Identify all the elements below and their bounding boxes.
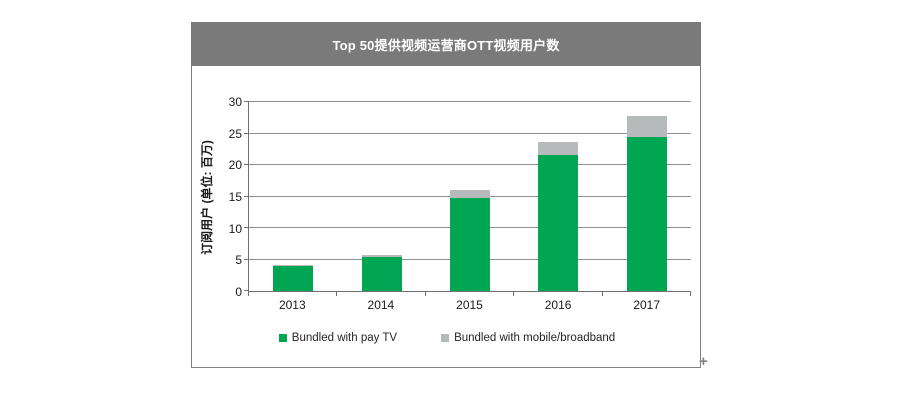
bar-segment (538, 142, 579, 155)
y-axis-tick (244, 101, 249, 102)
legend-label: Bundled with mobile/broadband (454, 332, 616, 344)
x-axis-tick (336, 291, 338, 296)
gridline (249, 132, 691, 134)
legend-label: Bundled with pay TV (291, 332, 398, 344)
y-axis-tick (244, 132, 249, 134)
legend-swatch (441, 334, 450, 342)
chart-title: Top 50提供视频运营商OTT视频用户数 (332, 37, 560, 53)
x-tick-label: 2017 (633, 298, 661, 312)
x-axis-tick (601, 291, 603, 296)
x-tick-label: 2014 (367, 298, 395, 312)
x-axis-tick (424, 291, 426, 296)
y-axis-tick (244, 164, 249, 165)
y-axis-tick (244, 290, 249, 291)
bar-segment (450, 189, 490, 198)
y-tick-label: 5 (235, 253, 242, 268)
bar-segment (361, 255, 402, 257)
y-tick-label: 25 (228, 126, 242, 141)
x-axis-tick (690, 291, 691, 296)
y-tick-label: 15 (228, 190, 242, 204)
y-axis-tick (244, 195, 249, 197)
chart-container: Top 50提供视频运营商OTT视频用户数 订阅用户 (单位: 百万) 0 5 10… (191, 22, 701, 368)
bar-segment (450, 197, 490, 291)
y-axis-tick-labels: 0 5 10 15 20 25 30 (192, 96, 242, 298)
y-axis-tick (244, 227, 249, 228)
chart-body: 订阅用户 (单位: 百万) 0 5 10 15 20 25 30 2013 2014 2015 2… (191, 66, 701, 368)
y-tick-label: 20 (228, 158, 242, 173)
x-axis-tick (513, 291, 515, 296)
bar-segment (361, 256, 402, 291)
y-tick-label: 30 (228, 95, 242, 109)
chart-title-bar: Top 50提供视频运营商OTT视频用户数 (191, 22, 701, 66)
x-tick-label: 2016 (544, 298, 572, 312)
bar-segment (273, 265, 314, 266)
plot-area (244, 101, 691, 296)
x-axis-tick-labels: 2013 2014 2015 2016 2017 (248, 298, 691, 314)
gridline (249, 164, 691, 165)
bar-segment (273, 265, 314, 291)
bar-segment (538, 154, 579, 291)
x-axis-tick (248, 291, 249, 296)
legend-swatch (278, 334, 287, 342)
legend-item: Bundled with mobile/broadband (441, 332, 615, 344)
y-tick-label: 0 (235, 285, 242, 299)
y-tick-label: 10 (228, 221, 242, 236)
x-tick-label: 2015 (456, 298, 483, 312)
crosshair-cursor: + (699, 353, 708, 370)
legend: Bundled with pay TV Bundled with mobile/b… (192, 332, 702, 344)
bar-segment (626, 136, 667, 291)
y-axis-tick (244, 258, 249, 260)
x-tick-label: 2013 (278, 298, 306, 312)
bar-segment (626, 115, 667, 137)
gridline (249, 101, 691, 102)
legend-item: Bundled with pay TV (278, 332, 398, 344)
